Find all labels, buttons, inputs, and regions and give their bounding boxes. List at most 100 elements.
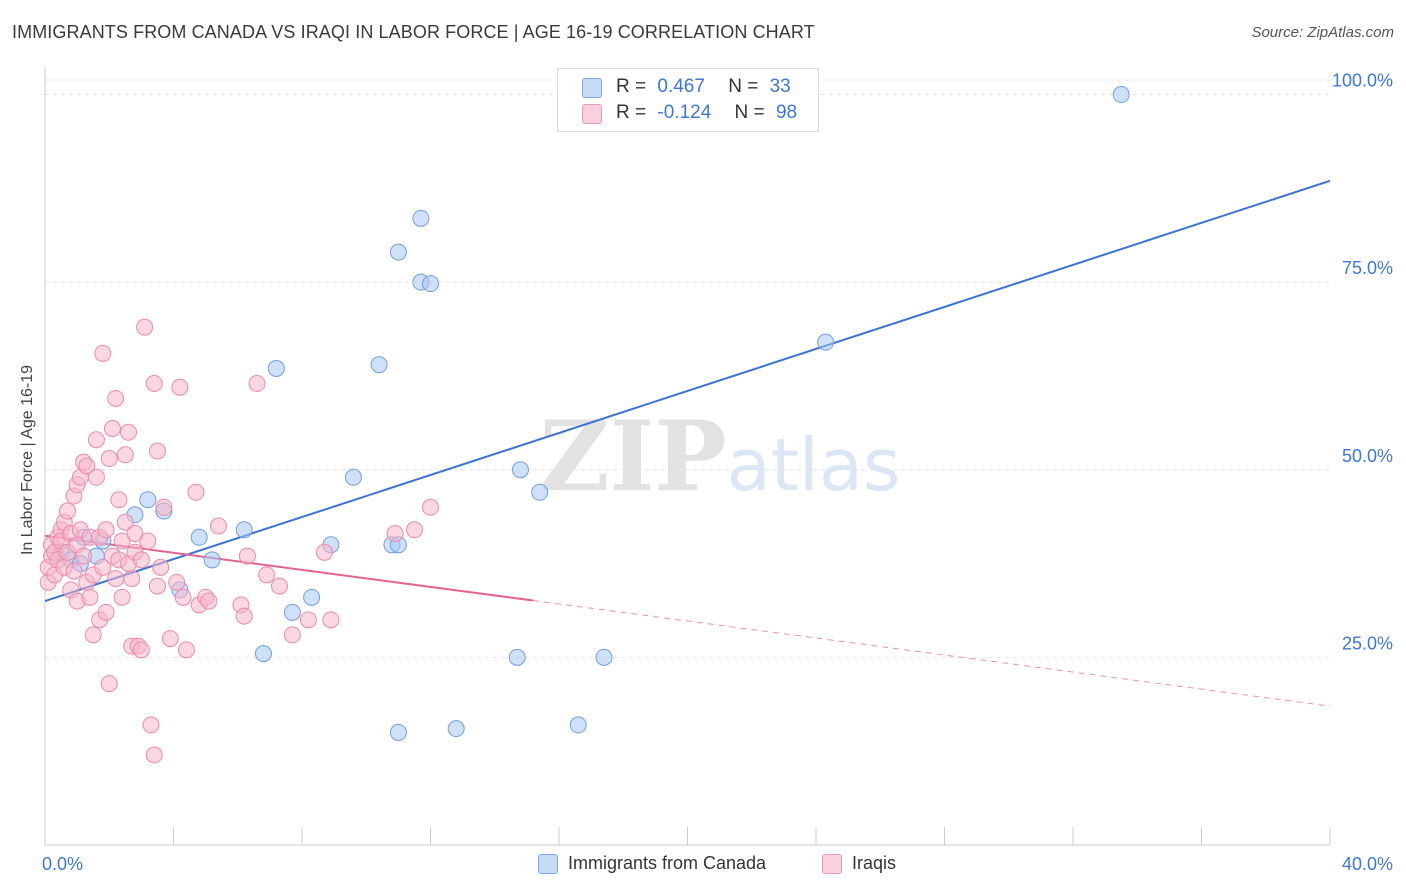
iraqi-point — [132, 641, 150, 659]
iraqi-point — [168, 573, 186, 591]
iraqi-point — [116, 446, 134, 464]
iraqi-trend-extension — [533, 600, 1331, 707]
canada-point — [569, 716, 587, 734]
iraqi-point — [100, 675, 118, 693]
canada-point — [267, 359, 285, 377]
axes — [44, 67, 1331, 846]
bottom-legend-label-iraqis: Iraqis — [852, 853, 897, 873]
iraqi-point — [148, 442, 166, 460]
iraqi-point — [422, 498, 439, 516]
legend-r-value-iraqis: -0.124 — [657, 102, 712, 123]
canada-point — [344, 468, 362, 486]
canada-point — [303, 588, 321, 606]
x-tick-label-min: 0.0% — [42, 854, 83, 874]
iraqi-point — [75, 547, 93, 565]
iraqi-point — [238, 547, 256, 565]
canada-point — [203, 551, 221, 569]
chart-title: IMMIGRANTS FROM CANADA VS IRAQI IN LABOR… — [12, 22, 815, 42]
iraqi-point — [200, 592, 218, 610]
iraqi-point — [110, 491, 128, 509]
iraqi-point — [94, 558, 112, 576]
legend-text-iraqis: R = -0.124 N = 98 — [616, 102, 797, 124]
iraqi-point — [107, 570, 125, 588]
iraqi-point — [148, 577, 166, 595]
canada-point — [139, 491, 157, 509]
iraqi-point — [283, 626, 301, 644]
y-tick-label: 25.0% — [1342, 633, 1393, 653]
canada-point — [190, 528, 208, 546]
x-tick-label-max: 40.0% — [1342, 854, 1393, 874]
legend-n-value-canada: 33 — [769, 76, 791, 97]
iraqi-point — [145, 374, 163, 392]
iraqi-point — [84, 626, 102, 644]
legend-swatch-canada — [582, 78, 602, 98]
y-tick-label: 75.0% — [1342, 258, 1393, 278]
iraqi-point — [58, 502, 76, 520]
iraqi-point — [315, 543, 333, 561]
iraqi-point — [386, 525, 404, 543]
canada-point — [817, 333, 835, 351]
iraqi-point — [65, 562, 83, 580]
iraqi-point — [177, 641, 195, 659]
canada-point — [235, 521, 253, 539]
canada-point — [531, 483, 549, 501]
iraqi-point — [113, 532, 131, 550]
correlation-legend: R = 0.467 N = 33 R = -0.124 N = 98 — [557, 68, 819, 132]
iraqi-point — [322, 611, 340, 629]
canada-point — [511, 461, 529, 479]
y-tick-label: 100.0% — [1332, 71, 1393, 91]
iraqi-point — [120, 423, 138, 441]
iraqi-point — [299, 611, 317, 629]
canada-point — [422, 275, 439, 293]
chart-source: Source: ZipAtlas.com — [1251, 24, 1394, 41]
iraqi-point — [155, 498, 173, 516]
legend-r-value-canada: 0.467 — [657, 76, 705, 97]
canada-point — [412, 209, 430, 227]
iraqi-point — [161, 630, 179, 648]
data-points — [39, 86, 1130, 764]
y-tick-label: 50.0% — [1342, 446, 1393, 466]
canada-point — [389, 243, 407, 261]
iraqi-point — [97, 603, 115, 621]
legend-r-label: R = — [616, 76, 647, 97]
canada-point — [447, 720, 465, 738]
iraqi-point — [152, 558, 170, 576]
bottom-legend-swatch-iraqis — [822, 854, 842, 874]
iraqi-point — [271, 577, 289, 595]
bottom-legend-label-canada: Immigrants from Canada — [568, 853, 767, 873]
iraqi-point — [235, 607, 253, 625]
iraqi-point — [113, 588, 131, 606]
iraqi-point — [78, 457, 96, 475]
iraqi-point — [94, 344, 112, 362]
legend-swatch-iraqis — [582, 104, 602, 124]
iraqi-point — [187, 483, 205, 501]
iraqi-point — [132, 551, 150, 569]
canada-point — [1112, 86, 1130, 104]
legend-n-label: N = — [728, 76, 759, 97]
iraqi-point — [100, 450, 118, 467]
iraqi-point — [209, 517, 227, 535]
iraqi-point — [107, 389, 125, 407]
iraqi-point — [126, 525, 144, 543]
legend-n-label: N = — [734, 102, 765, 123]
canada-point — [254, 645, 272, 663]
legend-text-canada: R = 0.467 N = 33 — [616, 76, 791, 98]
iraqi-point — [87, 468, 105, 486]
iraqi-point — [171, 378, 189, 396]
iraqi-point — [142, 716, 160, 734]
bottom-legend-swatch-canada — [538, 854, 558, 874]
iraqi-point — [97, 521, 115, 539]
canada-trend-line — [44, 179, 1331, 603]
iraqi-point — [248, 374, 266, 392]
iraqi-point — [139, 532, 157, 550]
canada-point — [508, 648, 526, 666]
iraqi-point — [258, 566, 276, 584]
watermark-text: ZIPatlas — [539, 400, 900, 513]
canada-point — [283, 603, 301, 621]
legend-r-label: R = — [616, 102, 647, 123]
iraqi-point — [123, 570, 141, 588]
iraqi-point — [81, 588, 99, 606]
watermark: ZIPatlas — [539, 400, 900, 513]
iraqi-point — [145, 746, 163, 764]
canada-point — [370, 356, 388, 374]
